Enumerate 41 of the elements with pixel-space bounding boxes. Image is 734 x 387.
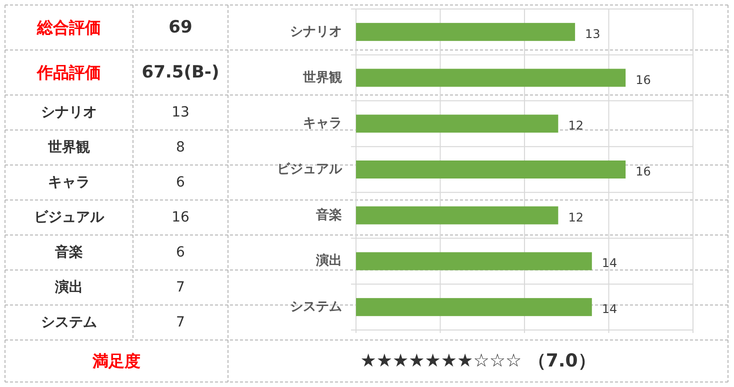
category-label: 満足度 bbox=[92, 352, 140, 370]
text: 16 bbox=[172, 210, 190, 226]
text: 6 bbox=[176, 174, 185, 190]
y-tick-label: キャラ bbox=[303, 116, 342, 132]
bar bbox=[356, 114, 558, 133]
data-label: 14 bbox=[602, 302, 618, 316]
category-label: キャラ bbox=[48, 174, 90, 190]
category-label: 総合評価 bbox=[36, 18, 101, 37]
text: 6 bbox=[176, 244, 185, 260]
category-label: シナリオ bbox=[41, 104, 97, 120]
y-tick-label: ビジュアル bbox=[277, 162, 343, 177]
bar bbox=[356, 68, 626, 87]
bar bbox=[356, 252, 592, 270]
y-tick-label: システム bbox=[290, 300, 342, 315]
text: 8 bbox=[176, 140, 185, 156]
category-label: システム bbox=[41, 314, 97, 330]
text: 69 bbox=[168, 18, 192, 38]
y-tick-label: 世界観 bbox=[302, 70, 342, 86]
bar bbox=[356, 298, 592, 316]
text: ★★★★★★★☆☆☆ （7.0） bbox=[360, 350, 596, 372]
y-tick-label: シナリオ bbox=[290, 24, 342, 40]
category-label: 演出 bbox=[54, 278, 83, 296]
data-label: 12 bbox=[568, 118, 584, 133]
text: 13 bbox=[172, 104, 190, 120]
category-label: 作品評価 bbox=[36, 63, 101, 82]
bar bbox=[356, 206, 558, 224]
y-tick-label: 音楽 bbox=[315, 206, 342, 223]
data-label: 14 bbox=[602, 256, 618, 270]
text: 67.5(B-) bbox=[142, 62, 220, 82]
data-label: 12 bbox=[568, 210, 584, 224]
category-label: 世界観 bbox=[47, 140, 90, 156]
text: 7 bbox=[176, 280, 185, 296]
bar bbox=[356, 22, 576, 41]
category-label: ビジュアル bbox=[34, 210, 105, 226]
text: 7 bbox=[176, 314, 185, 330]
data-label: 16 bbox=[636, 164, 651, 178]
data-label: 13 bbox=[585, 26, 600, 41]
bar bbox=[356, 160, 626, 178]
y-tick-label: 演出 bbox=[315, 252, 342, 269]
data-label: 16 bbox=[636, 72, 651, 87]
category-label: 音楽 bbox=[54, 244, 83, 260]
